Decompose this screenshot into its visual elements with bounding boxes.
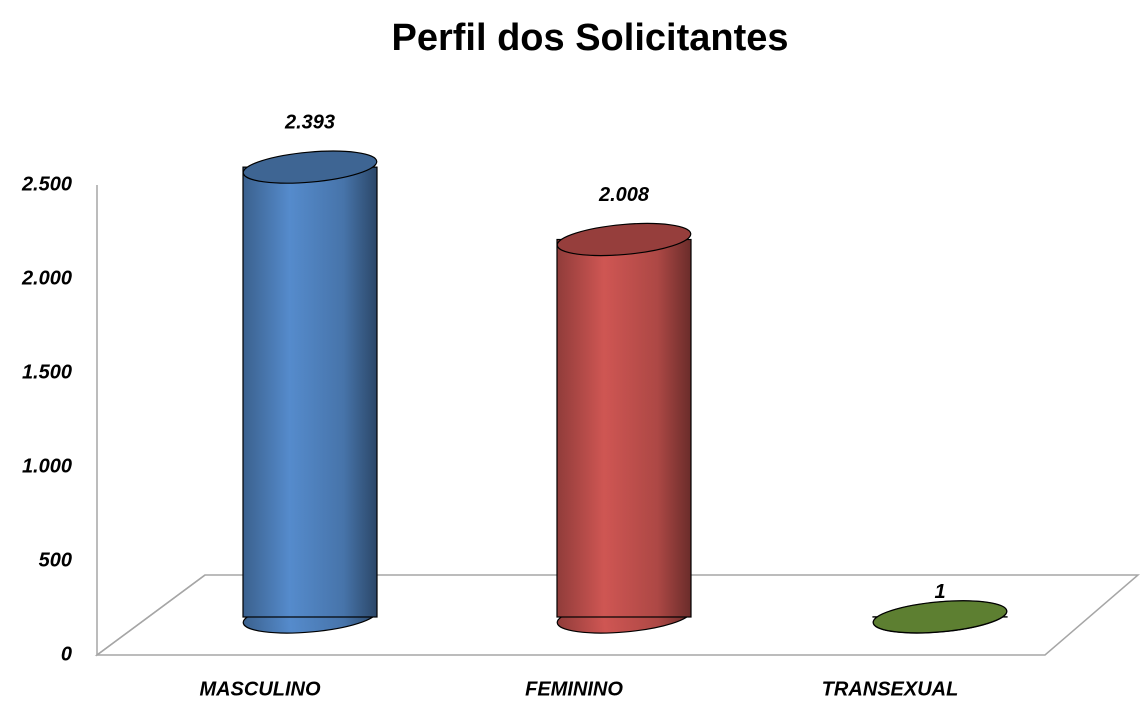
cylinder — [556, 222, 692, 634]
back-wall — [96, 185, 206, 657]
value-label: 1 — [934, 581, 945, 603]
x-tick-label: MASCULINO — [199, 678, 321, 700]
cylinder — [872, 600, 1008, 634]
y-tick-label: 2.000 — [21, 267, 72, 289]
y-tick-label: 0 — [61, 643, 72, 665]
y-tick-label: 1.000 — [22, 455, 72, 477]
floor — [94, 574, 1141, 656]
bar — [242, 166, 378, 618]
cylinder-top — [242, 150, 378, 184]
cylinder-top — [872, 600, 1008, 634]
y-tick-label: 500 — [39, 549, 72, 571]
y-tick-label: 2.500 — [21, 173, 72, 195]
chart-title: Perfil dos Solicitantes — [392, 17, 789, 59]
value-label: 2.008 — [598, 184, 650, 206]
x-tick-label: FEMININO — [525, 678, 623, 700]
value-label: 2.393 — [284, 111, 335, 133]
bar — [556, 238, 692, 618]
cylinder — [242, 150, 378, 634]
x-tick-label: TRANSEXUAL — [822, 678, 959, 700]
y-tick-label: 1.500 — [22, 361, 72, 383]
cylinder-top — [556, 222, 692, 257]
